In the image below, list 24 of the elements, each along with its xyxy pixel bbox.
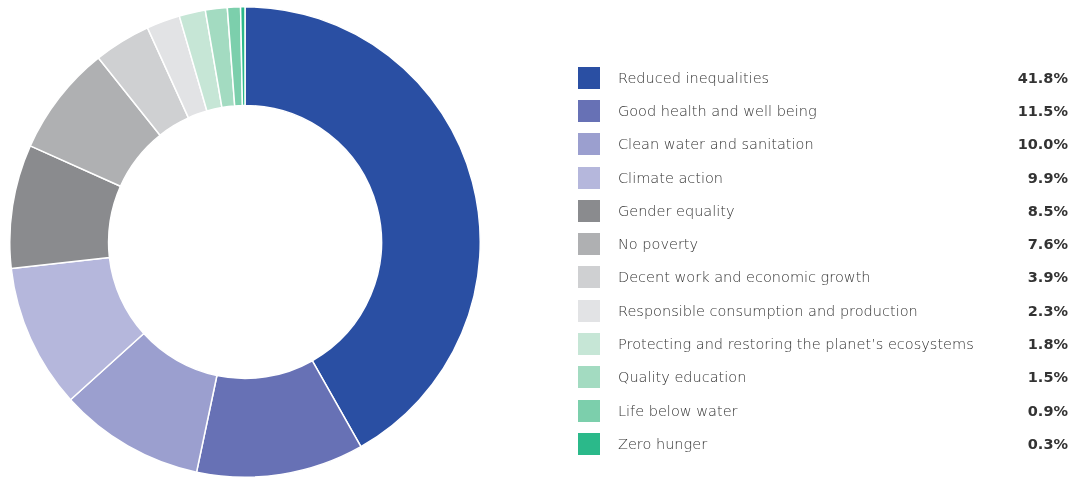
data-label: 0.9% (1027, 402, 1068, 419)
legend-label: Reduced inequalities (618, 69, 771, 86)
legend-label: Decent work and economic growth (618, 269, 872, 286)
legend-label: Clean water and sanitation (618, 136, 815, 153)
legend-label: Zero hunger (618, 435, 709, 452)
legend-label: Climate action (618, 169, 725, 186)
legend-label: Good health and well being (618, 102, 818, 119)
legend-label: Quality education (618, 369, 748, 386)
legend-label: No poverty (618, 236, 700, 253)
data-label: 1.8% (1027, 336, 1068, 353)
legend-label: Gender equality (618, 202, 736, 219)
data-label: 41.8% (1017, 69, 1068, 86)
data-label: 0.3% (1027, 435, 1068, 452)
data-label: 8.5% (1027, 202, 1068, 219)
data-label: 3.9% (1027, 269, 1068, 286)
data-label: 11.5% (1017, 102, 1068, 119)
legend-label: Life below water (618, 402, 739, 419)
data-label: 2.3% (1027, 302, 1068, 319)
data-label: 1.5% (1027, 369, 1068, 386)
data-label: 9.9% (1027, 169, 1068, 186)
data-label: 10.0% (1017, 136, 1068, 153)
legend-label: Responsible consumption and production (618, 302, 919, 319)
legend-label: Protecting and restoring the planet’s ecosystems (618, 336, 975, 353)
data-label: 7.6% (1027, 236, 1068, 253)
